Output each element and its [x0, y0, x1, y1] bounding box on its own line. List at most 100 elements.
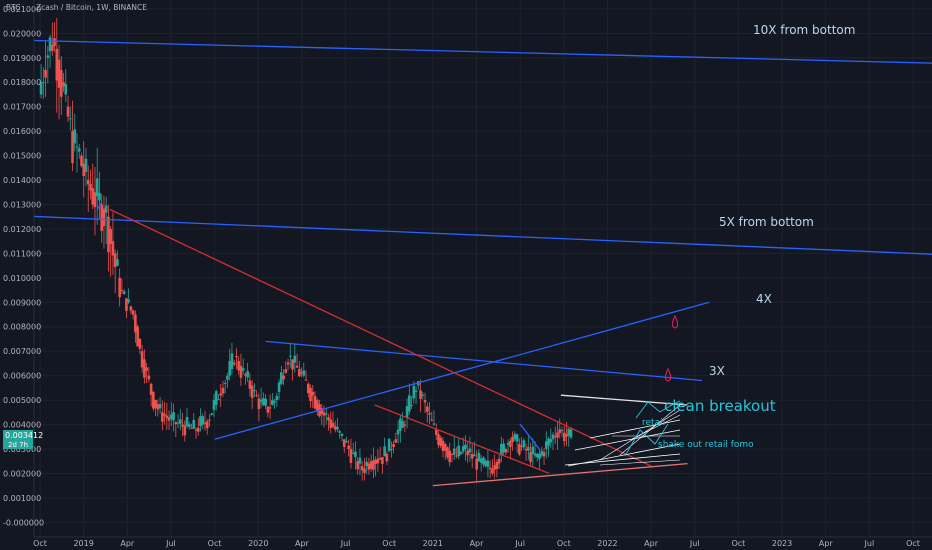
- y-tick-label: 0.011000: [3, 249, 41, 258]
- candle-body: [57, 59, 61, 88]
- candle-body: [533, 453, 537, 456]
- y-tick-label: 0.004000: [3, 421, 41, 430]
- annotation-clean-breakout: clean breakout: [664, 397, 776, 415]
- candle-body: [122, 291, 126, 295]
- annotation-10x: 10X from bottom: [753, 23, 855, 37]
- x-tick-label: Jul: [165, 539, 176, 548]
- candle-body: [111, 241, 115, 256]
- candle-body: [264, 398, 267, 406]
- candle-body: [163, 413, 166, 416]
- candle-body: [430, 419, 434, 421]
- candle-body: [542, 452, 546, 457]
- candle-body: [154, 400, 157, 409]
- candle-body: [156, 404, 160, 410]
- y-tick-label: 0.016000: [3, 127, 41, 136]
- candle-body: [257, 398, 261, 410]
- candle-body: [333, 426, 337, 430]
- converge-line: [589, 419, 681, 439]
- y-tick-label: 0.010000: [3, 274, 41, 283]
- candle-body: [46, 55, 50, 58]
- candle-body: [223, 382, 227, 384]
- candle-body: [441, 440, 445, 451]
- candle-body: [42, 82, 45, 84]
- candle-body: [214, 391, 218, 405]
- candle-body: [181, 424, 184, 427]
- candle-body: [538, 453, 541, 459]
- y-tick-label: 0.003000: [3, 445, 41, 454]
- candle-body: [511, 436, 514, 443]
- candle-body: [342, 439, 346, 447]
- candle-body: [68, 118, 72, 120]
- candle-body: [560, 430, 564, 432]
- candle-body: [553, 435, 557, 437]
- candle-body: [183, 425, 187, 436]
- candle-body: [327, 417, 330, 421]
- candle-body: [562, 432, 566, 442]
- candle-body: [410, 404, 413, 406]
- price-badge: 0.003412 2d 7h: [3, 430, 43, 449]
- candle-body: [466, 450, 469, 456]
- candle-body: [145, 367, 148, 371]
- y-axis: 0.021000 0.020000 0.019000 0.018000 0.017000…: [3, 0, 44, 537]
- projection-path: [635, 400, 681, 419]
- candle-body: [452, 448, 456, 455]
- candle-body: [387, 438, 391, 452]
- candle-body: [217, 399, 220, 401]
- candle-body: [226, 375, 229, 380]
- annotation-5x: 5X from bottom: [719, 215, 814, 229]
- candle-body: [527, 446, 530, 451]
- trendline-red-down-2: [374, 404, 550, 475]
- candle-body: [540, 450, 544, 456]
- candle-body: [567, 428, 571, 436]
- x-tick-label: 2022: [597, 539, 617, 548]
- y-tick-label: 0.009000: [3, 298, 41, 307]
- x-tick-label: Apr: [120, 539, 135, 548]
- candle-body: [408, 395, 411, 412]
- candle-body: [322, 412, 326, 416]
- y-tick-label: 0.014000: [3, 176, 41, 185]
- candle-body: [425, 406, 429, 412]
- candle-body: [405, 406, 409, 419]
- candle-body: [275, 395, 279, 401]
- candle-body: [549, 439, 553, 443]
- candle-body: [241, 368, 245, 371]
- candle-body: [450, 453, 454, 455]
- candle-body: [390, 448, 393, 450]
- candle-body: [232, 362, 236, 365]
- candle-body: [82, 163, 86, 177]
- x-tick-label: Oct: [208, 539, 222, 548]
- blue-marker: [519, 423, 541, 451]
- candle-body: [446, 447, 449, 458]
- candle-body: [147, 375, 151, 380]
- x-tick-label: Oct: [557, 539, 571, 548]
- candle-body: [174, 422, 178, 425]
- y-tick-label: 0.013000: [3, 200, 41, 209]
- candle-body: [77, 148, 81, 152]
- candle-body: [518, 444, 521, 455]
- candle-body: [434, 429, 438, 435]
- y-tick-label: 0.018000: [3, 78, 41, 87]
- candle-body: [129, 306, 133, 311]
- x-tick-label: Apr: [644, 539, 659, 548]
- y-tick-label: -0.000000: [3, 518, 44, 527]
- y-tick-label: 0.007000: [3, 347, 41, 356]
- candle-body: [513, 433, 517, 440]
- candle-body: [340, 433, 344, 436]
- candle-body: [201, 416, 205, 425]
- converge-line: [599, 459, 681, 466]
- candle-body: [484, 460, 487, 467]
- y-tick-label: 0.008000: [3, 323, 41, 332]
- candle-body: [306, 383, 310, 394]
- candle-body: [140, 351, 144, 368]
- candle-body: [271, 400, 274, 405]
- x-tick-label: Jul: [689, 539, 700, 548]
- candle-body: [300, 372, 303, 374]
- candle-body: [89, 184, 92, 191]
- candle-body: [479, 458, 483, 463]
- x-tick-label: Oct: [906, 539, 920, 548]
- candle-body: [464, 444, 467, 449]
- y-tick-label: 0.002000: [3, 469, 41, 478]
- y-tick-label: 0.012000: [3, 225, 41, 234]
- candle-body: [95, 178, 99, 197]
